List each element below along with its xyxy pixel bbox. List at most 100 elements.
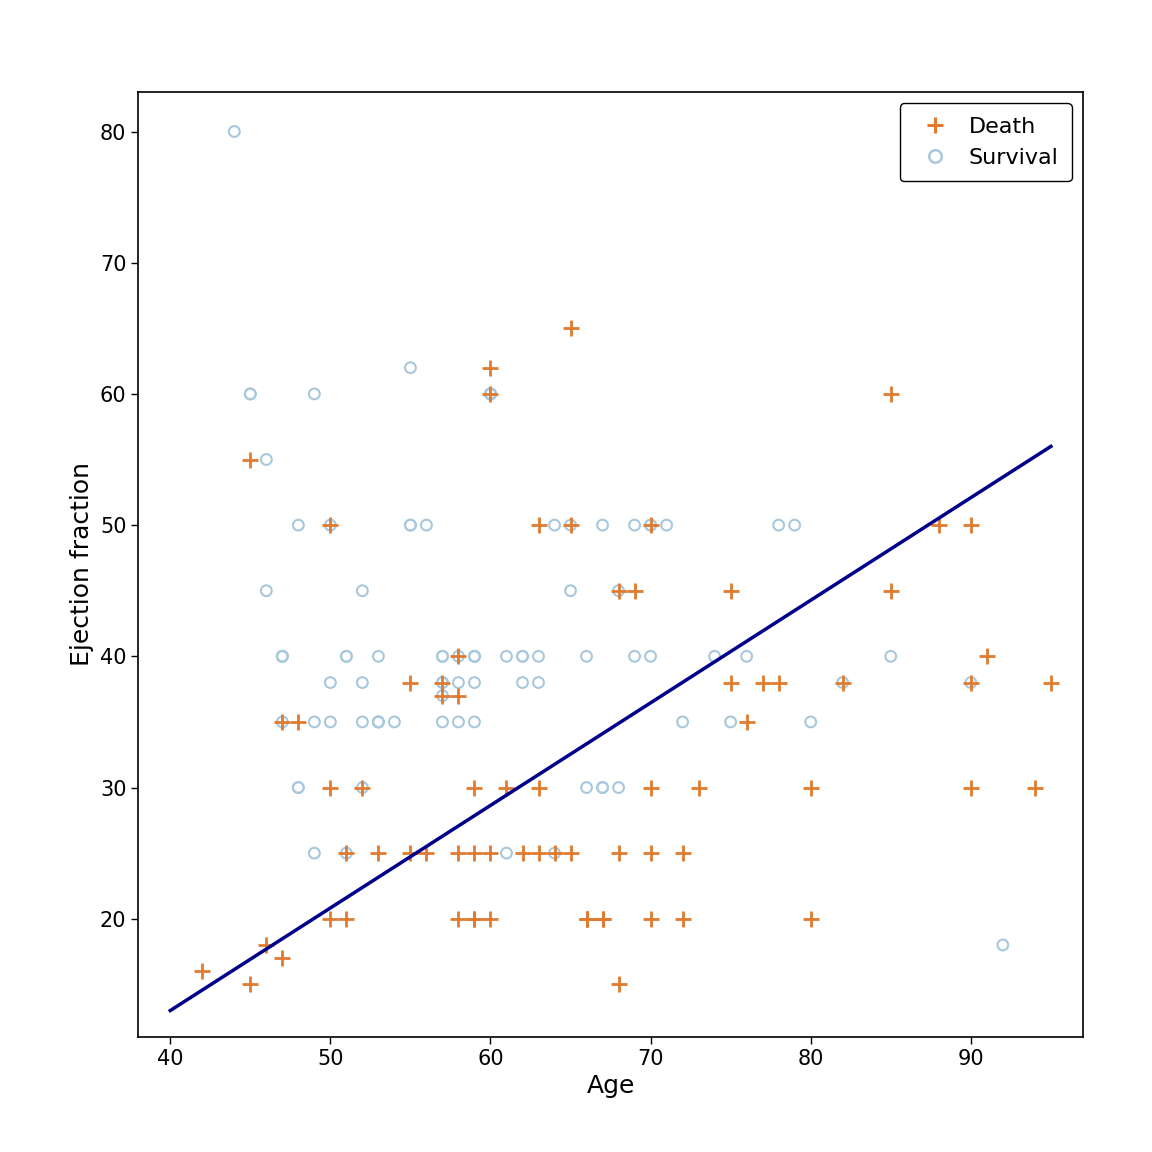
Survival — [465, 647, 484, 666]
Death — [802, 910, 820, 929]
Survival — [354, 779, 372, 797]
Death — [529, 844, 547, 863]
Death — [721, 673, 740, 691]
Death — [465, 910, 484, 929]
Death — [273, 949, 291, 968]
Death — [449, 687, 468, 705]
Survival — [354, 582, 372, 600]
Death — [514, 844, 532, 863]
Death — [338, 910, 356, 929]
Legend: Death, Survival: Death, Survival — [900, 104, 1071, 181]
Death — [609, 975, 628, 993]
Survival — [338, 647, 356, 666]
Death — [770, 673, 788, 691]
Death — [449, 910, 468, 929]
Death — [642, 910, 660, 929]
Survival — [449, 647, 468, 666]
Survival — [609, 779, 628, 797]
Survival — [385, 713, 403, 732]
Survival — [401, 516, 419, 535]
Survival — [609, 582, 628, 600]
Death — [561, 319, 579, 338]
Death — [449, 844, 468, 863]
Death — [802, 779, 820, 797]
Death — [321, 516, 340, 535]
Death — [881, 582, 900, 600]
Death — [642, 779, 660, 797]
Survival — [433, 713, 452, 732]
Death — [642, 516, 660, 535]
Survival — [433, 687, 452, 705]
Survival — [561, 516, 579, 535]
Death — [273, 713, 291, 732]
Survival — [241, 385, 259, 403]
Survival — [273, 713, 291, 732]
Survival — [593, 516, 612, 535]
Survival — [225, 122, 243, 141]
Survival — [881, 647, 900, 666]
Death — [498, 779, 516, 797]
Death — [753, 673, 772, 691]
Survival — [658, 516, 676, 535]
Survival — [514, 673, 532, 691]
Death — [529, 779, 547, 797]
Survival — [305, 844, 324, 863]
Survival — [257, 582, 275, 600]
Survival — [433, 647, 452, 666]
Death — [482, 358, 500, 377]
Death — [737, 713, 756, 732]
Survival — [626, 647, 644, 666]
Survival — [273, 647, 291, 666]
Survival — [593, 779, 612, 797]
Death — [593, 910, 612, 929]
Survival — [433, 647, 452, 666]
Death — [321, 779, 340, 797]
Death — [834, 673, 852, 691]
Survival — [577, 647, 596, 666]
Death — [561, 844, 579, 863]
X-axis label: Age: Age — [586, 1074, 635, 1098]
Survival — [289, 516, 308, 535]
Survival — [338, 647, 356, 666]
Survival — [545, 516, 563, 535]
Survival — [962, 673, 980, 691]
Survival — [593, 779, 612, 797]
Survival — [786, 516, 804, 535]
Survival — [529, 673, 547, 691]
Death — [241, 975, 259, 993]
Survival — [354, 713, 372, 732]
Survival — [482, 385, 500, 403]
Survival — [321, 673, 340, 691]
Survival — [834, 673, 852, 691]
Death — [978, 647, 996, 666]
Death — [881, 385, 900, 403]
Survival — [642, 516, 660, 535]
Survival — [465, 647, 484, 666]
Death — [962, 516, 980, 535]
Death — [577, 910, 596, 929]
Survival — [626, 516, 644, 535]
Survival — [433, 673, 452, 691]
Death — [1025, 779, 1044, 797]
Survival — [642, 516, 660, 535]
Death — [609, 582, 628, 600]
Survival — [449, 673, 468, 691]
Survival — [289, 779, 308, 797]
Death — [354, 779, 372, 797]
Survival — [529, 647, 547, 666]
Death — [721, 582, 740, 600]
Survival — [417, 516, 435, 535]
Survival — [401, 516, 419, 535]
Death — [194, 962, 212, 980]
Survival — [514, 647, 532, 666]
Survival — [721, 713, 740, 732]
Survival — [338, 844, 356, 863]
Death — [642, 844, 660, 863]
Death — [401, 844, 419, 863]
Death — [241, 450, 259, 469]
Survival — [482, 385, 500, 403]
Death — [561, 516, 579, 535]
Survival — [433, 673, 452, 691]
Death — [321, 910, 340, 929]
Death — [338, 844, 356, 863]
